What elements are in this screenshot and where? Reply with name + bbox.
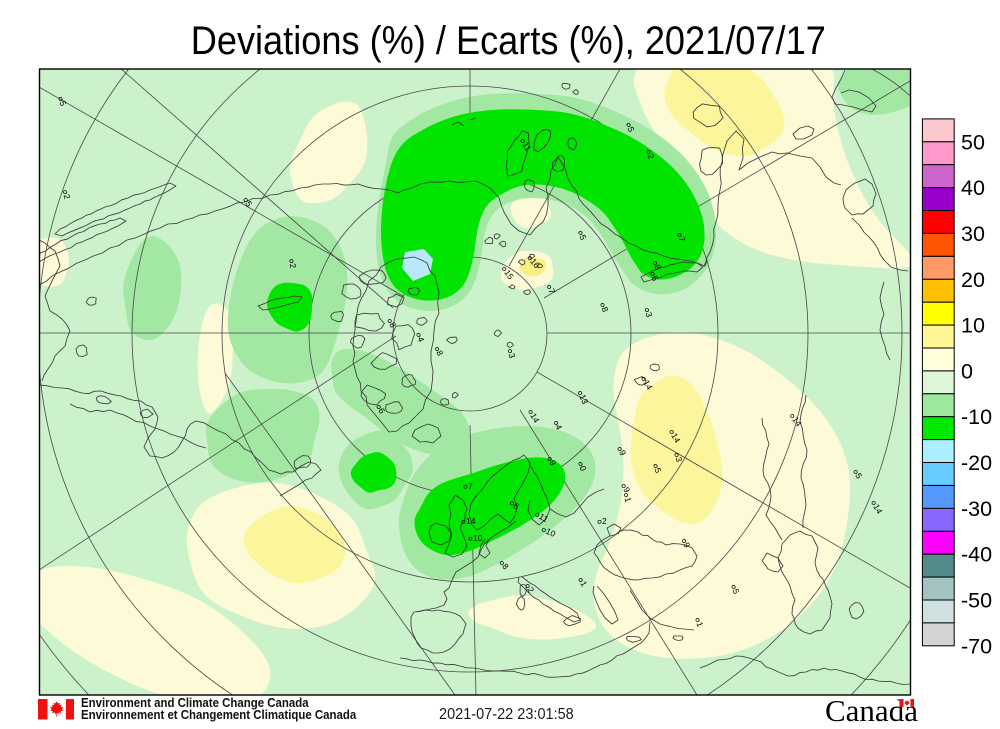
svg-text:10: 10: [544, 526, 557, 539]
svg-text:-30: -30: [961, 497, 992, 521]
svg-text:7: 7: [546, 287, 557, 296]
svg-text:-50: -50: [961, 589, 992, 613]
svg-text:9: 9: [617, 448, 628, 457]
svg-text:4: 4: [553, 423, 564, 432]
svg-text:40: 40: [961, 176, 985, 200]
svg-text:14: 14: [528, 411, 542, 424]
svg-text:14: 14: [641, 378, 655, 391]
svg-text:6: 6: [649, 274, 660, 282]
svg-text:3: 3: [644, 311, 655, 318]
svg-text:6: 6: [511, 501, 521, 512]
svg-text:5: 5: [57, 99, 68, 107]
svg-text:4: 4: [415, 335, 426, 343]
svg-text:-10: -10: [961, 405, 992, 429]
svg-text:10: 10: [473, 533, 483, 543]
svg-text:8: 8: [652, 263, 663, 272]
svg-text:5: 5: [853, 471, 864, 480]
svg-text:5: 5: [730, 587, 741, 595]
svg-text:50: 50: [961, 130, 985, 154]
svg-text:2: 2: [645, 152, 656, 160]
svg-text:-70: -70: [961, 634, 992, 658]
svg-text:8: 8: [387, 320, 398, 329]
svg-text:8: 8: [500, 561, 511, 571]
svg-text:3: 3: [507, 352, 518, 359]
svg-text:5: 5: [625, 125, 636, 133]
svg-text:1: 1: [694, 620, 705, 628]
svg-text:1: 1: [578, 579, 589, 588]
svg-text:7: 7: [468, 481, 473, 491]
svg-text:10: 10: [961, 314, 985, 338]
svg-text:14: 14: [871, 502, 885, 515]
svg-text:2: 2: [602, 516, 607, 526]
svg-text:9: 9: [681, 541, 692, 550]
svg-text:9: 9: [621, 485, 632, 494]
svg-text:1: 1: [623, 496, 634, 503]
svg-text:5: 5: [243, 199, 254, 208]
svg-text:0: 0: [577, 464, 588, 472]
svg-text:2: 2: [62, 193, 73, 200]
svg-text:8: 8: [434, 349, 445, 358]
svg-text:14: 14: [669, 431, 683, 444]
svg-text:20: 20: [961, 268, 985, 292]
svg-text:6: 6: [376, 406, 387, 415]
svg-text:14: 14: [466, 516, 476, 526]
svg-text:30: 30: [961, 222, 985, 246]
svg-text:9: 9: [547, 458, 558, 467]
svg-text:7: 7: [676, 235, 687, 243]
svg-text:2: 2: [525, 585, 536, 594]
svg-text:-20: -20: [961, 451, 992, 475]
svg-text:2: 2: [288, 263, 299, 270]
svg-text:3: 3: [673, 455, 684, 463]
svg-text:5: 5: [652, 466, 663, 474]
svg-text:5: 5: [577, 233, 588, 241]
svg-text:0: 0: [961, 359, 973, 383]
svg-text:8: 8: [599, 305, 610, 313]
svg-text:13: 13: [577, 393, 590, 406]
svg-text:-40: -40: [961, 543, 992, 567]
